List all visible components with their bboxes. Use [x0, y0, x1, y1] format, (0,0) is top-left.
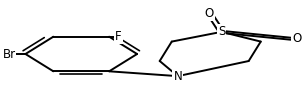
Text: N: N [174, 70, 182, 83]
Text: O: O [205, 7, 214, 20]
Text: S: S [218, 25, 225, 38]
Text: Br: Br [2, 48, 16, 60]
Text: O: O [293, 32, 302, 45]
Text: F: F [115, 30, 122, 43]
